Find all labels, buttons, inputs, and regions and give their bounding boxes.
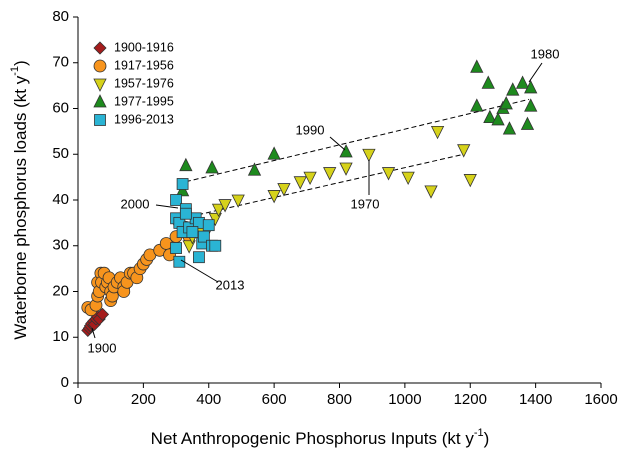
point	[470, 98, 484, 112]
point	[179, 157, 193, 172]
trend-line	[185, 98, 530, 183]
x-label-end: )	[484, 429, 490, 448]
legend-label: 1900-1916	[114, 40, 174, 54]
point	[381, 167, 396, 181]
point	[209, 239, 222, 252]
annotation: 2000	[121, 196, 150, 211]
annotation-leader	[528, 62, 543, 83]
point	[491, 112, 505, 126]
annotation-leader	[91, 327, 96, 339]
annotation-leader	[329, 136, 346, 151]
x-label-sup: -1	[474, 427, 484, 439]
point	[186, 226, 199, 238]
legend-marker	[93, 94, 107, 108]
point	[515, 75, 530, 89]
point	[205, 160, 219, 174]
x-tick-label: 1600	[584, 391, 617, 408]
point	[502, 121, 517, 135]
point	[170, 194, 182, 206]
y-tick-label: 10	[52, 328, 69, 345]
point	[457, 144, 471, 158]
x-tick-label: 0	[74, 391, 82, 408]
point	[470, 59, 484, 73]
y-tick-label: 50	[52, 145, 69, 162]
point	[339, 162, 353, 176]
point	[499, 96, 513, 110]
annotation-leader	[180, 259, 219, 283]
y-tick-label: 60	[52, 99, 69, 116]
x-tick-label: 600	[262, 391, 287, 408]
legend-label: 1977-1995	[114, 94, 174, 108]
legend-label: 1917-1956	[114, 58, 174, 72]
point	[506, 82, 520, 96]
point	[231, 194, 245, 208]
point	[293, 176, 307, 190]
point	[323, 167, 337, 181]
y-label-end: )	[11, 60, 30, 66]
point	[267, 190, 281, 204]
point	[401, 171, 415, 186]
point	[193, 251, 205, 264]
legend-marker	[93, 59, 107, 73]
annotation: 1990	[296, 122, 325, 137]
y-tick-label: 40	[52, 191, 69, 208]
point	[179, 207, 192, 220]
x-tick-label: 400	[196, 391, 221, 408]
point	[481, 75, 495, 89]
legend-label: 1996-2013	[114, 112, 174, 126]
point	[524, 98, 538, 112]
point	[277, 183, 291, 197]
point	[430, 125, 445, 140]
x-label-text: Net Anthropogenic Phosphorus Inputs (kt …	[151, 429, 475, 448]
y-tick-label: 0	[61, 374, 69, 391]
point	[95, 307, 110, 321]
trend-line	[182, 153, 464, 219]
point	[247, 162, 262, 176]
legend-marker	[93, 78, 107, 92]
y-tick-label: 70	[52, 54, 69, 71]
point	[303, 171, 317, 186]
point	[176, 178, 189, 190]
y-axis-label: Waterborne phosphorus loads (kt y-1)	[9, 60, 31, 339]
annotation: 1970	[351, 196, 380, 211]
point	[524, 80, 538, 94]
point	[211, 203, 226, 218]
y-tick-label: 30	[52, 237, 69, 254]
y-tick-label: 80	[52, 8, 69, 25]
point	[483, 109, 497, 124]
point	[202, 219, 215, 232]
y-label-text: Waterborne phosphorus loads (kt y	[11, 75, 30, 339]
annotation: 2013	[216, 277, 245, 292]
point	[197, 230, 210, 243]
point	[218, 199, 232, 213]
legend-label: 1957-1976	[114, 76, 174, 90]
legend-marker	[93, 41, 107, 55]
legend-marker	[94, 114, 106, 126]
x-tick-label: 1200	[454, 391, 487, 408]
x-tick-label: 200	[131, 391, 156, 408]
y-label-sup: -1	[9, 66, 21, 76]
x-tick-label: 800	[327, 391, 352, 408]
point	[362, 148, 376, 163]
point	[520, 116, 535, 130]
annotation: 1980	[531, 46, 560, 61]
annotation-leader	[155, 204, 179, 209]
point	[424, 185, 438, 199]
point	[463, 174, 477, 188]
x-tick-label: 1400	[519, 391, 552, 408]
annotation: 1900	[88, 340, 117, 355]
x-axis-label: Net Anthropogenic Phosphorus Inputs (kt …	[151, 427, 490, 449]
point	[170, 242, 182, 254]
x-tick-label: 1000	[388, 391, 421, 408]
point	[339, 144, 353, 158]
y-tick-label: 20	[52, 282, 69, 299]
point	[267, 146, 281, 160]
